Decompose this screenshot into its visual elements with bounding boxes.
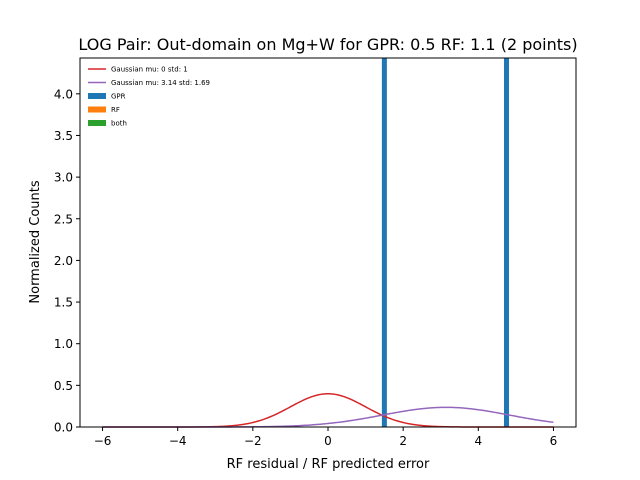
chart-title: LOG Pair: Out-domain on Mg+W for GPR: 0.… xyxy=(78,35,577,54)
y-tick-label: 0.5 xyxy=(54,379,73,393)
bars-layer xyxy=(381,58,509,427)
legend: Gaussian mu: 0 std: 1 Gaussian mu: 3.14 s… xyxy=(88,66,210,128)
y-tick-label: 1.0 xyxy=(54,337,73,351)
legend-label: both xyxy=(111,120,127,128)
x-tick-label: 2 xyxy=(399,434,407,448)
y-tick-label: 0.0 xyxy=(54,421,73,435)
y-tick-label: 2.0 xyxy=(54,254,73,268)
curves-layer xyxy=(102,393,554,428)
legend-label: GPR xyxy=(111,93,126,101)
x-tick-label: 4 xyxy=(474,434,482,448)
y-tick-label: 1.5 xyxy=(54,296,73,310)
y-tick-label: 2.5 xyxy=(54,212,73,226)
bar-gpr-1 xyxy=(381,58,387,427)
legend-patch-swatch xyxy=(88,93,106,99)
legend-label: Gaussian mu: 3.14 std: 1.69 xyxy=(111,79,210,87)
legend-label: Gaussian mu: 0 std: 1 xyxy=(111,66,188,74)
bar-gpr-2 xyxy=(503,58,509,427)
y-tick-label: 4.0 xyxy=(54,87,73,101)
legend-label: RF xyxy=(111,106,120,114)
y-axis-label: Normalized Counts xyxy=(28,180,43,303)
x-axis: −6 −4 −2 0 2 4 6 xyxy=(94,427,558,448)
plot-frame xyxy=(79,57,577,428)
gaussian-curve-2 xyxy=(102,406,554,428)
x-tick-label: 0 xyxy=(324,434,332,448)
y-tick-label: 3.5 xyxy=(54,129,73,143)
legend-patch-swatch xyxy=(88,120,106,126)
x-tick-label: −2 xyxy=(244,434,262,448)
y-tick-label: 3.0 xyxy=(54,171,73,185)
legend-patch-swatch xyxy=(88,106,106,113)
x-tick-label: −4 xyxy=(169,434,187,448)
x-axis-label: RF residual / RF predicted error xyxy=(227,457,430,472)
y-axis: 0.0 0.5 1.0 1.5 2.0 2.5 3.0 3.5 4.0 xyxy=(54,87,80,435)
x-tick-label: 6 xyxy=(550,434,558,448)
x-tick-label: −6 xyxy=(94,434,112,448)
